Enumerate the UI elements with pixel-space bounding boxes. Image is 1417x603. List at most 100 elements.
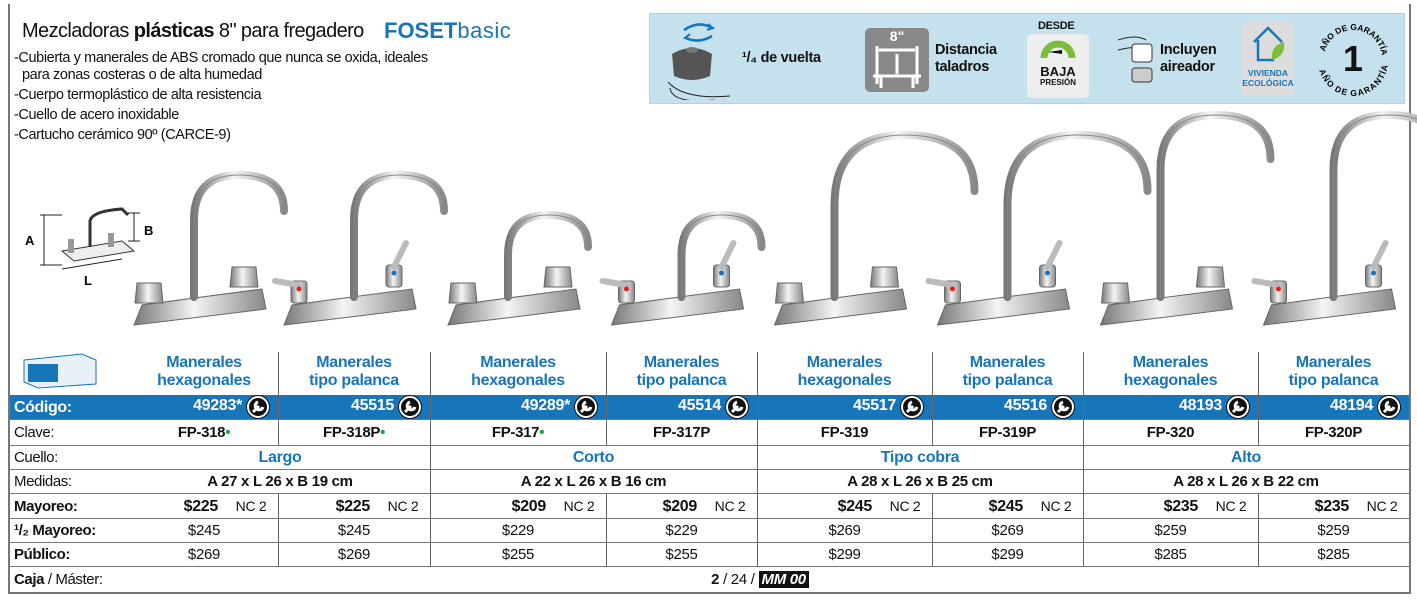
- key-text: FP-320P: [1304, 424, 1363, 441]
- dimensions-diagram: A B L: [25, 207, 153, 288]
- installation-wrench-icon: [1227, 396, 1249, 418]
- type-line-2: tipo palanca: [636, 372, 727, 389]
- type-line-1: Manerales: [969, 354, 1046, 371]
- dim-l-label: L: [84, 273, 92, 288]
- column-divider: [430, 352, 431, 567]
- half-wholesale-price: $259: [1154, 522, 1187, 539]
- brand-bold: FOSET: [384, 18, 458, 43]
- features-banner: ¹/₄ de vuelta 8" Distancia taladros DESDE…: [649, 13, 1405, 104]
- wholesale-price: $235: [1314, 498, 1350, 515]
- product-type-header: Manerales hexagonales: [757, 354, 932, 390]
- wholesale-price: $245: [988, 498, 1024, 515]
- column-divider: [278, 352, 279, 446]
- key-text: FP-319P: [978, 424, 1037, 441]
- column-divider: [1083, 352, 1084, 567]
- dimensions: A 22 x L 26 x B 16 cm: [520, 473, 667, 490]
- warranty-badge: AÑO DE GARANTÍA AÑO DE GARANTÍA 1: [1314, 20, 1392, 98]
- faucet-image: [1251, 110, 1417, 326]
- product-type-header: Manerales tipo palanca: [278, 354, 430, 390]
- product-key: FP-319: [757, 424, 932, 441]
- product-key: FP-319P: [932, 424, 1083, 441]
- caja-master-value: 2 / 24 / MM 00: [610, 571, 910, 588]
- product-key: FP-317P: [606, 424, 757, 441]
- page-frame: [8, 4, 1411, 594]
- half-wholesale-price: $259: [1317, 522, 1350, 539]
- type-line-1: Manerales: [806, 354, 883, 371]
- row-clave: Clave:: [10, 420, 1409, 446]
- type-line-1: Manerales: [643, 354, 720, 371]
- feature-list: -Cubierta y manerales de ABS cromado que…: [14, 50, 434, 147]
- drill-distance-icon: 8": [865, 28, 929, 92]
- caja-qty: 2: [711, 571, 720, 588]
- type-line-1: Manerales: [166, 354, 242, 371]
- wholesale-price: $225: [183, 498, 219, 515]
- key-text: FP-319: [820, 424, 869, 441]
- wholesale-price: $235: [1163, 498, 1199, 515]
- type-line-2: tipo palanca: [1288, 372, 1379, 389]
- row-medio: ¹/₂ Mayoreo:: [10, 519, 1409, 543]
- neck-type: Corto: [572, 449, 615, 466]
- public-price: $299: [991, 546, 1024, 563]
- type-line-2: hexagonales: [1123, 372, 1218, 389]
- faucet-images: [133, 110, 1417, 326]
- wholesale-price: $209: [511, 498, 547, 515]
- public-price: $285: [1154, 546, 1187, 563]
- pressure-top: DESDE: [1038, 20, 1075, 32]
- gauge-icon: [1040, 40, 1076, 59]
- nc-label: NC 2: [1215, 498, 1247, 514]
- warranty-number: 1: [1342, 38, 1364, 79]
- nc-label: NC 2: [387, 498, 419, 514]
- half-wholesale-price: $245: [337, 522, 371, 539]
- pressure-mid: BAJA: [1040, 64, 1076, 79]
- column-divider: [1258, 352, 1259, 446]
- aerator-label-1: Incluyen: [1160, 42, 1217, 58]
- half-wholesale-price: $245: [187, 522, 221, 539]
- quarter-turn-label: ¹/₄ de vuelta: [742, 50, 821, 66]
- product-code: 45517: [853, 397, 896, 414]
- product-key: FP-318P•: [278, 424, 430, 441]
- product-code: 49283*: [193, 397, 242, 414]
- installation-wrench-icon: [247, 396, 269, 418]
- row-mayoreo: Mayoreo:: [10, 494, 1409, 519]
- nc-label: NC 2: [563, 498, 595, 514]
- brand-logo: FOSETbasic: [384, 18, 511, 44]
- aerator-label-2: aireador: [1160, 59, 1215, 75]
- neck-type: Tipo cobra: [880, 449, 960, 466]
- neck-type: Alto: [1231, 449, 1261, 466]
- wholesale-price: $209: [662, 498, 698, 515]
- dimensions: A 28 x L 26 x B 25 cm: [847, 473, 993, 490]
- public-price: $285: [1317, 546, 1350, 563]
- installation-wrench-icon: [575, 396, 597, 418]
- half-wholesale-price: $229: [501, 522, 535, 539]
- type-line-2: hexagonales: [471, 372, 565, 389]
- product-key: FP-320: [1083, 424, 1258, 441]
- column-divider: [606, 494, 607, 567]
- public-price: $255: [501, 546, 535, 563]
- wholesale-price: $225: [335, 498, 371, 515]
- faucet-image: [272, 170, 448, 326]
- nc-label: NC 2: [889, 498, 921, 514]
- product-box-icon: [23, 353, 97, 389]
- half-wholesale-price: $269: [828, 522, 861, 539]
- type-line-2: hexagonales: [797, 372, 892, 389]
- public-price: $299: [828, 546, 861, 563]
- key-text: FP-318P: [322, 424, 381, 441]
- public-price: $255: [665, 546, 698, 563]
- label-publico: Público:: [14, 546, 70, 563]
- type-line-1: Manerales: [1295, 354, 1372, 371]
- column-divider: [932, 352, 933, 446]
- product-code: 48193: [1179, 397, 1222, 414]
- drill-label: Distancia taladros: [935, 42, 997, 76]
- dimensions: A 28 x L 26 x B 22 cm: [1173, 473, 1319, 490]
- product-type-header: Manerales tipo palanca: [932, 354, 1083, 390]
- column-divider: [606, 352, 607, 446]
- faucet-image: [447, 210, 592, 326]
- nc-label: NC 2: [235, 498, 267, 514]
- product-type-header: Manerales hexagonales: [430, 354, 606, 390]
- public-price: $269: [337, 546, 371, 563]
- column-divider: [932, 494, 933, 567]
- installation-wrench-icon: [1378, 396, 1400, 418]
- type-line-1: Manerales: [480, 354, 556, 371]
- row-medidas: Medidas:: [10, 470, 1409, 494]
- page-title: Mezcladoras plásticas 8" para fregadero: [22, 20, 364, 43]
